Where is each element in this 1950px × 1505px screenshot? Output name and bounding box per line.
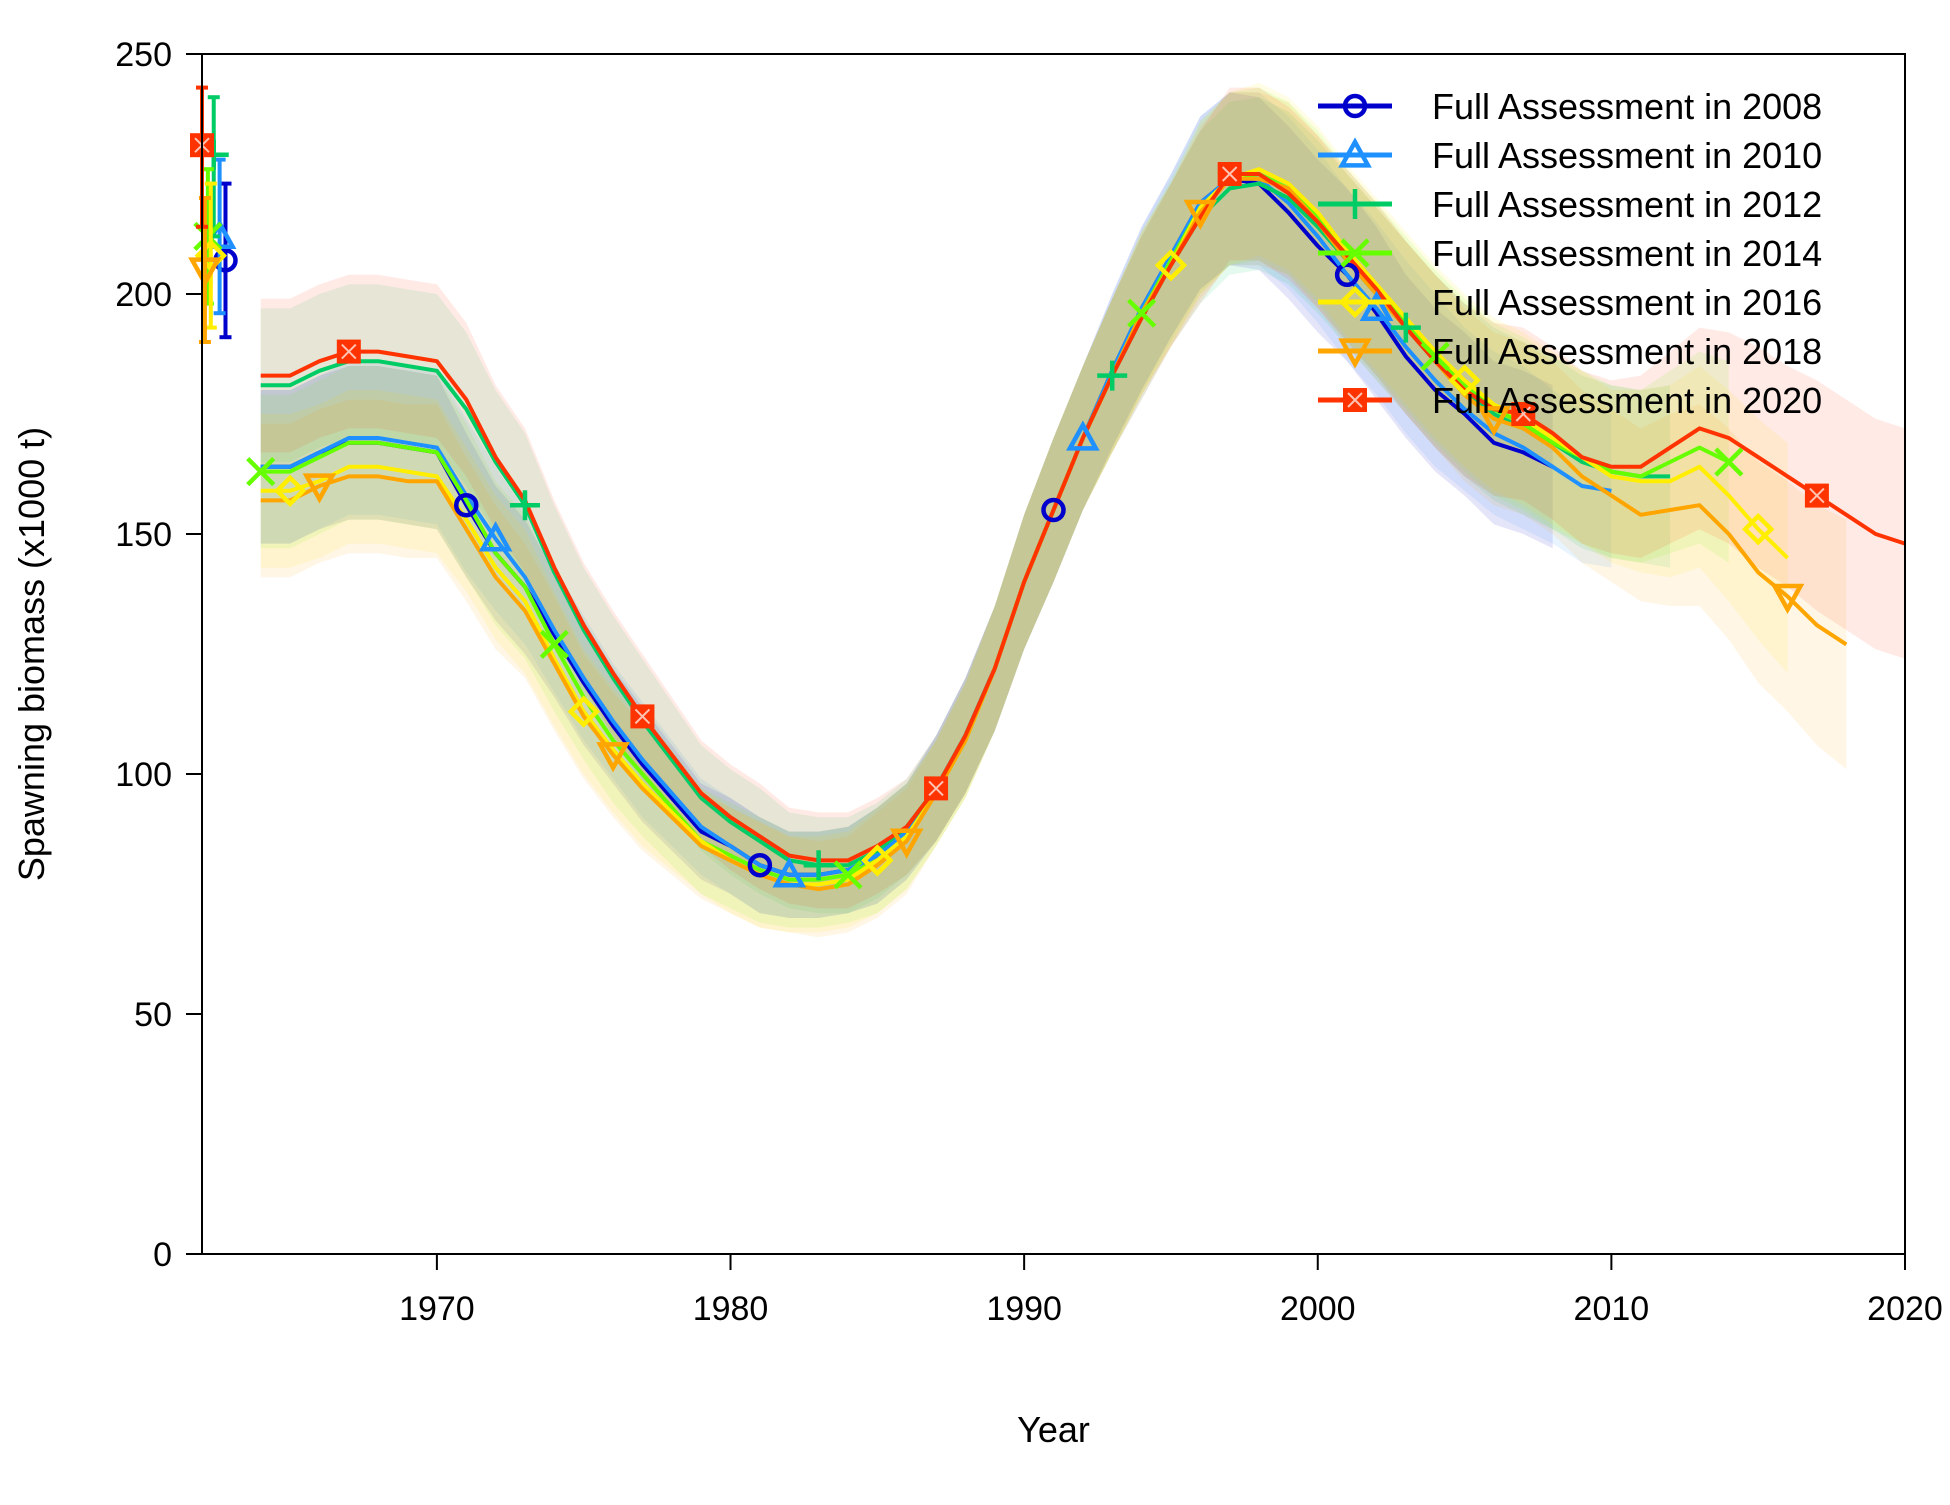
legend-marker-full-assessment-in-2016 xyxy=(1338,285,1372,319)
point-full-assessment-in-2010-1982 xyxy=(772,857,807,888)
x-tick-label-1990: 1990 xyxy=(986,1290,1062,1328)
x-tick-label-1980: 1980 xyxy=(693,1290,769,1328)
point-full-assessment-in-2008-2001 xyxy=(1334,262,1360,288)
point-full-assessment-in-2018-1966 xyxy=(302,473,337,504)
point-full-assessment-in-2014-2014 xyxy=(1714,447,1744,477)
point-full-assessment-in-2012-1993 xyxy=(1097,360,1128,391)
point-full-assessment-in-2020-1977-cross xyxy=(634,708,651,725)
point-full-assessment-in-2020-1967-cross xyxy=(341,343,357,360)
point-full-assessment-in-2014-2004 xyxy=(1420,341,1450,371)
point-full-assessment-in-2020-2007 xyxy=(1511,402,1536,426)
point-full-assessment-in-2020-1987-cross xyxy=(928,780,944,797)
y-axis: 0 50 100 150 200 250 xyxy=(115,36,202,1274)
y-tick-label-0: 0 xyxy=(153,1236,172,1274)
legend-label-full-assessment-in-2020: Full Assessment in 2020 xyxy=(1432,380,1822,421)
point-full-assessment-in-2020-1967 xyxy=(336,339,361,364)
point-full-assessment-in-2020-2017-cross xyxy=(1809,487,1825,504)
x-axis-title: Year xyxy=(1017,1409,1090,1450)
point-full-assessment-in-2016-1975 xyxy=(567,695,600,728)
legend-marker-full-assessment-in-2008 xyxy=(1342,93,1368,119)
y-tick-label-100: 100 xyxy=(115,756,172,794)
y-axis-title: Spawning biomass (x1000 t) xyxy=(11,427,52,881)
point-full-assessment-in-2012-1973 xyxy=(509,490,540,521)
point-full-assessment-in-2016-1995 xyxy=(1154,249,1188,282)
x-tick-label-1970: 1970 xyxy=(399,1290,475,1328)
y-tick-label-150: 150 xyxy=(115,516,172,554)
point-full-assessment-in-2016-1965 xyxy=(273,474,307,507)
legend-marker-full-assessment-in-2018 xyxy=(1338,338,1372,369)
point-full-assessment-in-2018-2006 xyxy=(1477,406,1511,437)
x-tick-label-2010: 2010 xyxy=(1574,1290,1650,1328)
point-full-assessment-in-2012-1983 xyxy=(803,850,834,881)
point-full-assessment-in-2020-1987 xyxy=(924,776,949,801)
legend-marker-full-assessment-in-2012 xyxy=(1340,189,1370,219)
legend-marker-full-assessment-in-2014 xyxy=(1340,238,1370,268)
line-full-assessment-in-2020 xyxy=(260,172,1906,863)
band-full-assessment-in-2012 xyxy=(260,97,1671,914)
x-tick-label-2020: 2020 xyxy=(1867,1290,1943,1328)
point-full-assessment-in-2020-1997 xyxy=(1217,162,1242,186)
unfished-error-bars xyxy=(188,85,238,344)
point-full-assessment-in-2010-1992 xyxy=(1066,420,1100,451)
legend-label-full-assessment-in-2010: Full Assessment in 2010 xyxy=(1432,135,1822,176)
point-full-assessment-in-2014-1994 xyxy=(1126,298,1157,328)
band-full-assessment-in-2020 xyxy=(260,87,1906,909)
y-tick-label-50: 50 xyxy=(134,996,172,1034)
point-full-assessment-in-2014-1984 xyxy=(833,860,863,890)
x-axis: 1970 1980 1990 2000 2010 2020 xyxy=(399,1254,1943,1328)
plot-frame xyxy=(201,53,1906,1255)
point-full-assessment-in-2018-1996 xyxy=(1183,199,1218,231)
point-full-assessment-in-2016-1985 xyxy=(861,844,894,877)
y-tick-label-200: 200 xyxy=(115,276,172,314)
point-full-assessment-in-2020-1997-cross xyxy=(1221,166,1238,182)
band-full-assessment-in-2016 xyxy=(260,82,1788,933)
legend: Full Assessment in 2008 Full Assessment i… xyxy=(1318,86,1822,421)
x-tick-label-2000: 2000 xyxy=(1280,1290,1356,1328)
point-full-assessment-in-2018-1986 xyxy=(889,828,924,859)
point-full-assessment-in-2012-2003 xyxy=(1390,312,1421,343)
point-full-assessment-in-2020-1977 xyxy=(630,704,655,729)
point-full-assessment-in-2008-1981 xyxy=(747,852,773,878)
point-full-assessment-in-2020-2017 xyxy=(1804,483,1829,508)
legend-marker-full-assessment-in-2020-cross xyxy=(1347,392,1363,408)
point-full-assessment-in-2014-1974 xyxy=(539,629,569,659)
legend-marker-full-assessment-in-2010 xyxy=(1338,137,1372,168)
legend-label-full-assessment-in-2018: Full Assessment in 2018 xyxy=(1432,331,1822,372)
point-full-assessment-in-2020-2007-cross xyxy=(1515,406,1531,422)
y-tick-label-250: 250 xyxy=(115,36,172,74)
legend-label-full-assessment-in-2014: Full Assessment in 2014 xyxy=(1432,233,1822,274)
legend-label-full-assessment-in-2008: Full Assessment in 2008 xyxy=(1432,86,1822,127)
legend-label-full-assessment-in-2012: Full Assessment in 2012 xyxy=(1432,184,1822,225)
point-full-assessment-in-2008-1991 xyxy=(1041,497,1066,523)
point-full-assessment-in-2014-1964 xyxy=(246,457,276,487)
series-markers xyxy=(246,162,1829,890)
point-full-assessment-in-2008-1971 xyxy=(454,492,479,518)
point-full-assessment-in-2010-1972 xyxy=(478,521,513,552)
point-full-assessment-in-2010-2002 xyxy=(1359,290,1394,322)
legend-label-full-assessment-in-2016: Full Assessment in 2016 xyxy=(1432,282,1822,323)
unfished-point-full-assessment-in-2018 xyxy=(188,257,222,288)
point-full-assessment-in-2016-2005 xyxy=(1448,364,1481,397)
point-full-assessment-in-2016-2015 xyxy=(1742,513,1775,546)
point-full-assessment-in-2018-2016 xyxy=(1770,583,1805,615)
point-full-assessment-in-2018-1976 xyxy=(596,742,630,773)
legend-marker-full-assessment-in-2020 xyxy=(1343,388,1367,412)
